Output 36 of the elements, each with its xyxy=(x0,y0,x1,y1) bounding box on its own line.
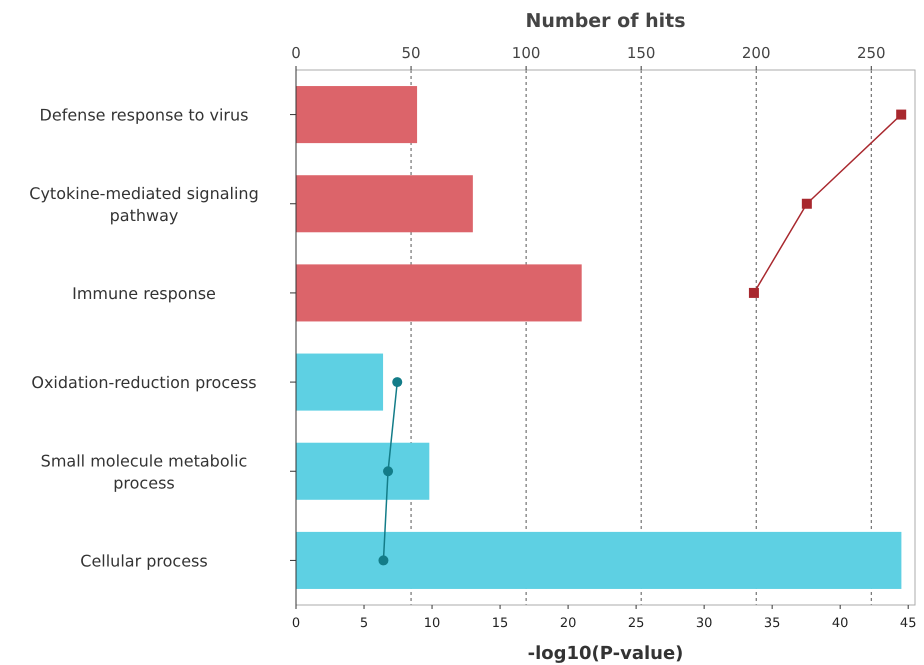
x2-axis-title: Number of hits xyxy=(525,10,686,32)
x2-tick-label: 200 xyxy=(742,44,771,62)
x-tick-label: 0 xyxy=(292,616,300,631)
y-tick-label: Immune response xyxy=(72,284,216,303)
x-tick-label: 35 xyxy=(764,616,780,631)
point xyxy=(896,110,906,120)
y-tick-label: Small molecule metabolic process xyxy=(40,451,248,492)
x2-tick-label: 50 xyxy=(402,44,421,62)
x-tick-label: 25 xyxy=(628,616,644,631)
y-tick-label: Defense response to virus xyxy=(40,106,248,125)
y-tick-label: Cytokine-mediated signaling pathway xyxy=(29,184,259,225)
x2-tick-label: 0 xyxy=(291,44,301,62)
x2-tick-label: 150 xyxy=(626,44,656,62)
point xyxy=(383,466,394,476)
x-tick-label: 15 xyxy=(492,616,508,631)
bar xyxy=(296,442,430,500)
point xyxy=(748,288,759,298)
x-axis-title: -log10(P-value) xyxy=(528,643,684,664)
bar xyxy=(296,175,473,232)
x-tick-label: 45 xyxy=(900,616,916,631)
point xyxy=(392,377,402,388)
bar xyxy=(296,264,582,322)
bar xyxy=(296,86,418,144)
x2-tick-label: 100 xyxy=(512,44,540,62)
bar xyxy=(296,532,902,589)
y-tick-label: Oxidation-reduction process xyxy=(31,373,257,392)
x-tick-label: 40 xyxy=(832,616,848,631)
x-tick-label: 5 xyxy=(360,616,368,631)
x-tick-label: 10 xyxy=(424,616,440,631)
bar xyxy=(296,354,384,411)
point xyxy=(802,198,812,209)
point xyxy=(378,555,388,566)
x2-tick-label: 250 xyxy=(856,44,886,62)
x-tick-label: 20 xyxy=(560,616,576,631)
y-tick-label: Cellular process xyxy=(80,551,208,570)
x-tick-label: 30 xyxy=(696,616,712,631)
